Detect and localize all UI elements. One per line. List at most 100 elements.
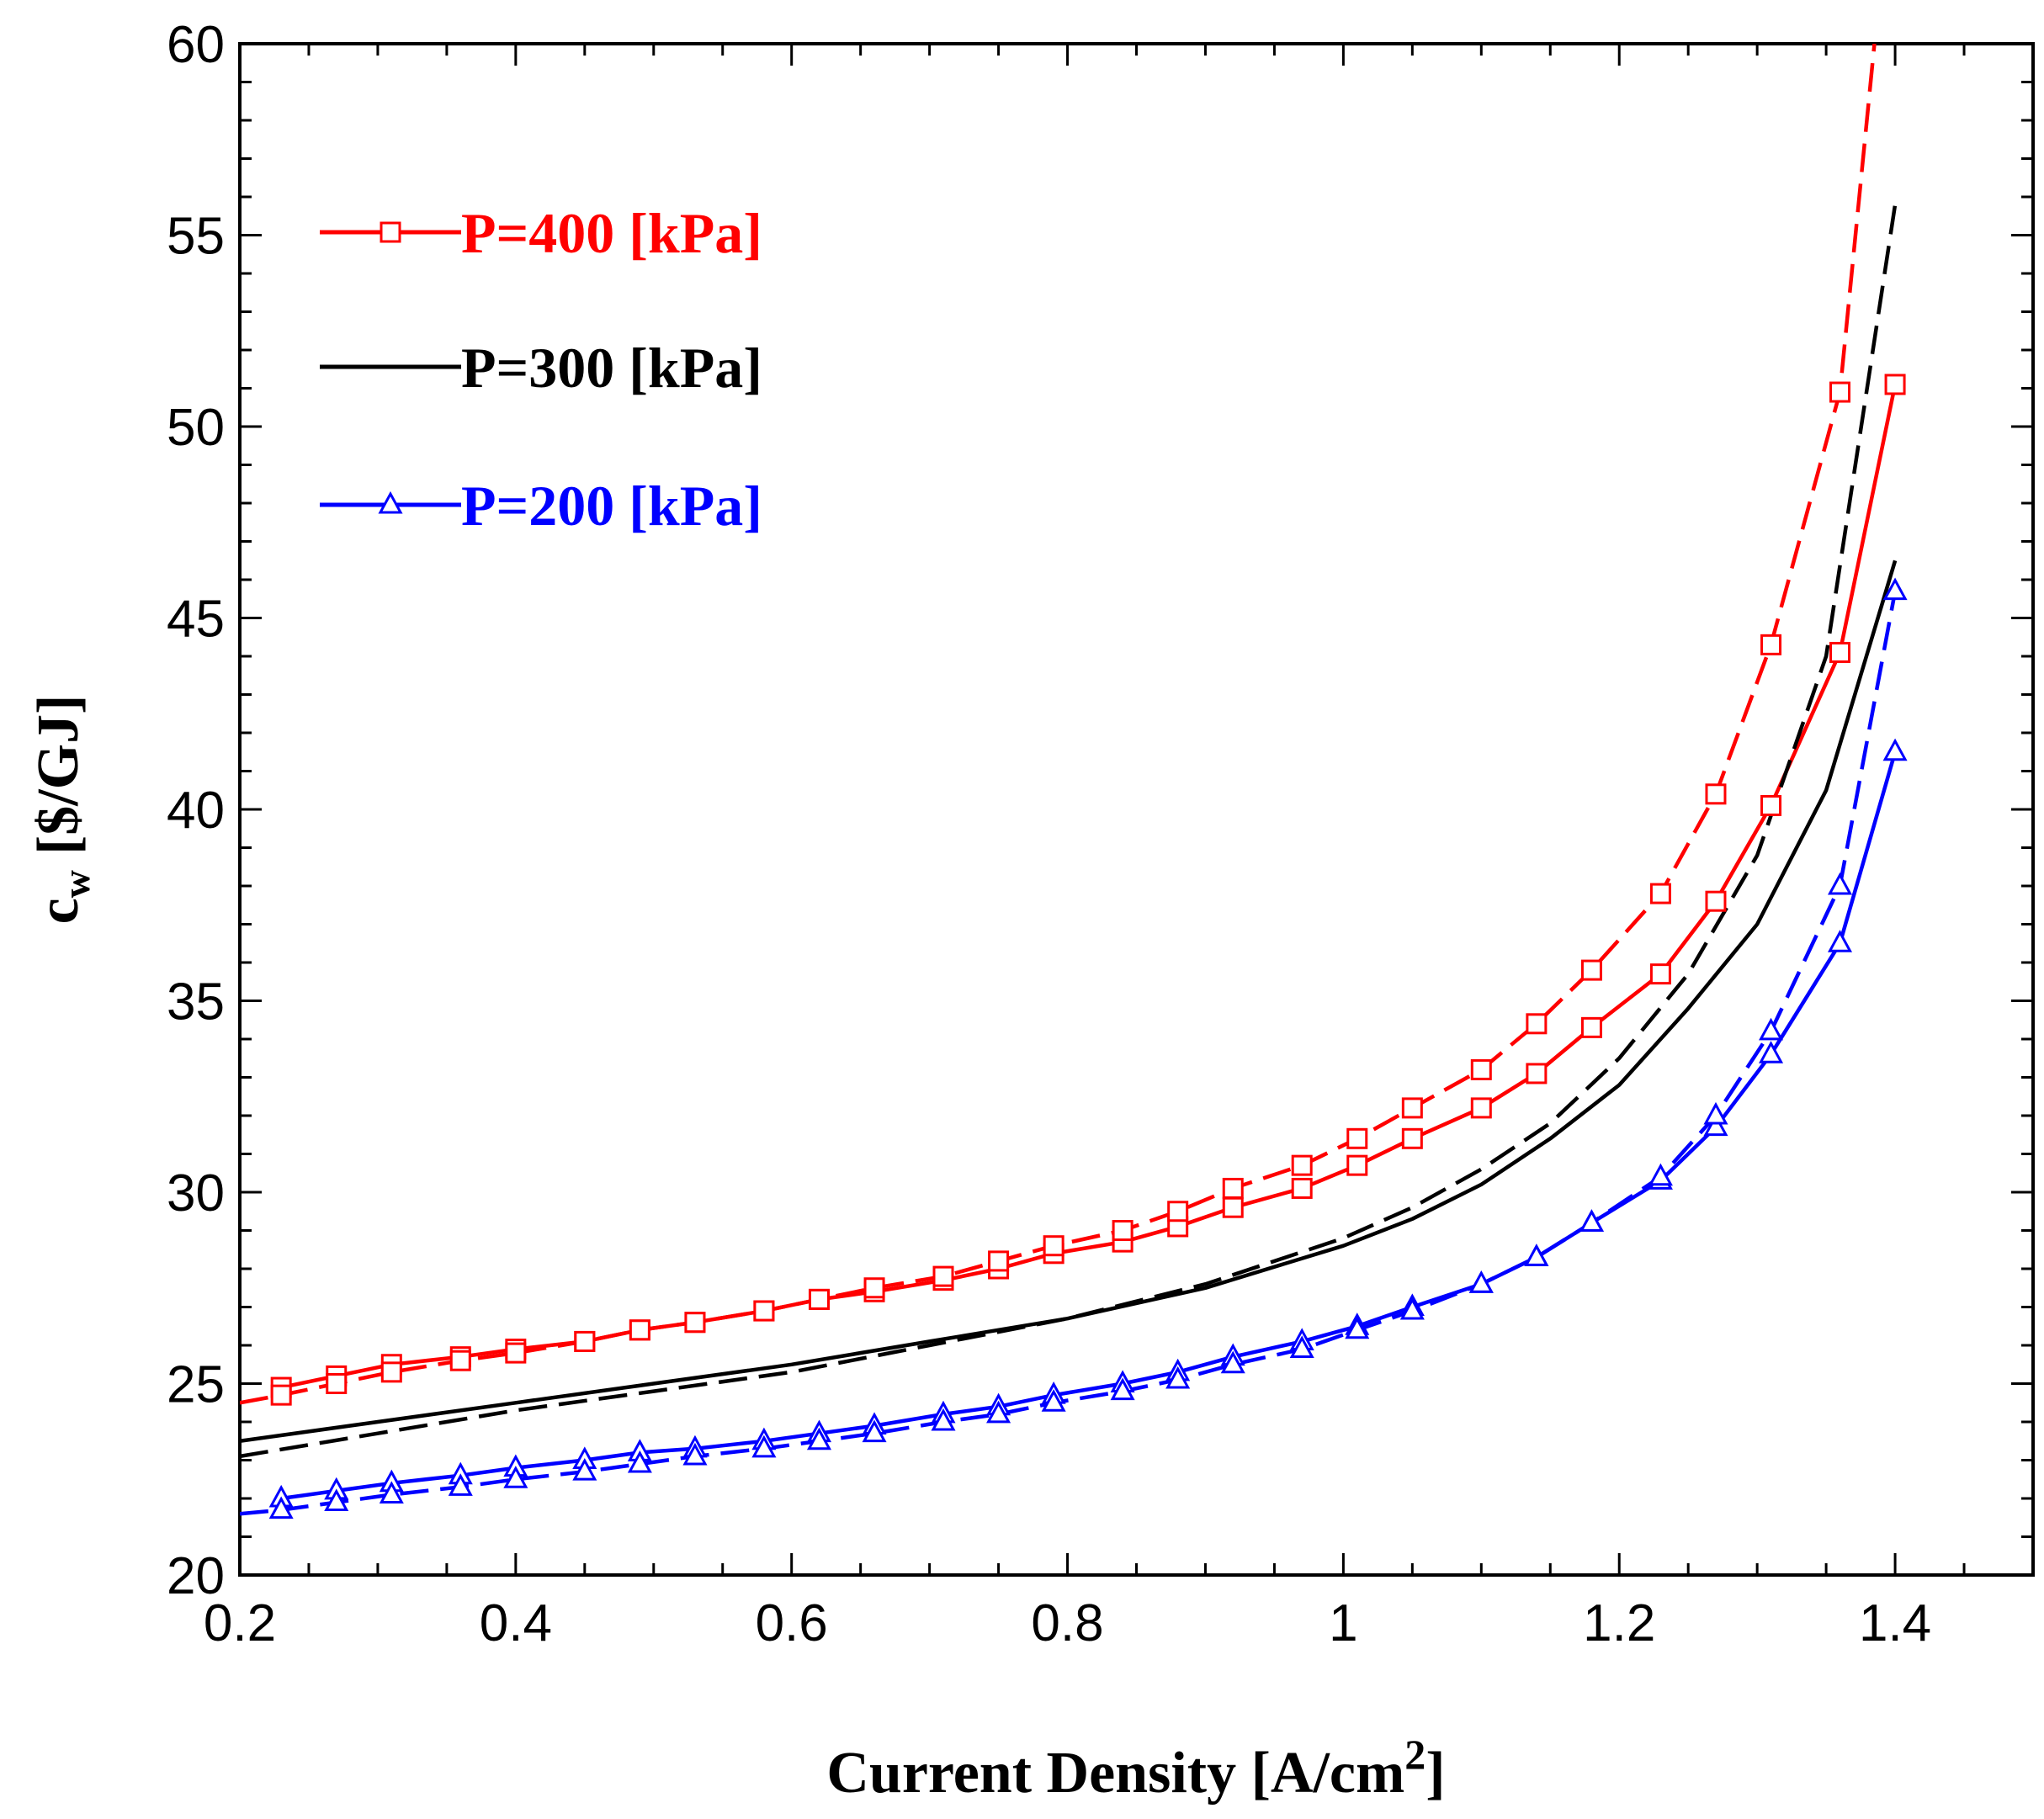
- data-point: [627, 1450, 652, 1473]
- data-point: [1399, 1297, 1425, 1320]
- data-point: [1649, 883, 1671, 904]
- data-point: [1882, 577, 1908, 601]
- data-point: [326, 1373, 348, 1394]
- legend-marker: [380, 221, 401, 243]
- y-axis-title: cw [$/GJ]: [26, 695, 98, 925]
- data-point: [1291, 1154, 1313, 1176]
- y-tick-label: 20: [167, 1547, 225, 1605]
- y-tick-label: 55: [167, 208, 225, 266]
- data-point: [324, 1488, 349, 1512]
- data-point: [1649, 963, 1671, 985]
- data-point: [574, 1330, 596, 1352]
- data-point: [1526, 1063, 1548, 1085]
- data-point: [931, 1408, 956, 1431]
- legend-label: P=400 [kPa]: [461, 201, 762, 265]
- data-point: [1827, 872, 1853, 895]
- y-axis-title-sub: w: [55, 870, 98, 898]
- legend-label: P=200 [kPa]: [461, 474, 762, 538]
- y-tick-label: 25: [167, 1356, 225, 1414]
- data-point: [1705, 783, 1727, 805]
- data-point: [1220, 1350, 1245, 1374]
- x-tick-label: 1.4: [1859, 1594, 1931, 1652]
- x-axis-title-sup: 2: [1404, 1731, 1425, 1778]
- data-point: [1401, 1127, 1423, 1149]
- data-point: [1760, 634, 1782, 655]
- legend-label: P=300 [kPa]: [461, 336, 762, 400]
- data-point: [1289, 1335, 1314, 1359]
- data-point: [862, 1419, 887, 1443]
- data-point: [1291, 1177, 1313, 1199]
- axis-tick-labels: 0.2 0.4 0.6 0.8 1 1.2 1.4 20 25 30 35 40 45 50 55 60: [167, 16, 1931, 1652]
- data-point: [1884, 374, 1906, 395]
- data-point: [1759, 1041, 1784, 1063]
- data-point: [268, 1496, 294, 1519]
- data-point: [1705, 890, 1727, 912]
- data-point: [572, 1458, 597, 1481]
- y-tick-label: 60: [167, 16, 225, 74]
- x-tick-label: 0.6: [756, 1594, 828, 1652]
- data-point: [753, 1300, 775, 1322]
- data-point: [986, 1400, 1011, 1424]
- y-axis-title-main: c: [26, 898, 91, 924]
- data-point: [503, 1466, 528, 1488]
- x-axis-title-close: ]: [1425, 1741, 1445, 1806]
- y-tick-label: 50: [167, 399, 225, 457]
- data-point: [1112, 1220, 1133, 1241]
- x-tick-label: 0.2: [204, 1594, 276, 1652]
- series-line-3: [240, 204, 1898, 1459]
- data-point: [1043, 1235, 1064, 1257]
- data-point: [1703, 1113, 1728, 1137]
- data-point: [682, 1442, 708, 1466]
- series-line-2: [240, 559, 1898, 1444]
- axis-ticks: [238, 42, 2035, 1577]
- x-tick-label: 0.8: [1031, 1594, 1103, 1652]
- data-point: [379, 1481, 404, 1503]
- data-point: [684, 1312, 706, 1334]
- data-point: [1222, 1196, 1244, 1218]
- data-point: [1829, 641, 1851, 663]
- data-point: [932, 1265, 954, 1287]
- data-point: [806, 1427, 832, 1450]
- x-tick-label: 1.2: [1583, 1594, 1655, 1652]
- data-point: [1580, 959, 1602, 981]
- data-point: [1222, 1177, 1244, 1199]
- data-point: [1470, 1097, 1492, 1119]
- data-point: [629, 1319, 650, 1341]
- y-tick-label: 30: [167, 1164, 225, 1222]
- data-point: [1760, 794, 1782, 816]
- data-point: [1703, 1101, 1728, 1125]
- x-tick-label: 0.4: [480, 1594, 552, 1652]
- data-point: [1346, 1127, 1368, 1149]
- data-point: [808, 1288, 830, 1310]
- data-point: [505, 1342, 527, 1364]
- data-point: [1882, 738, 1908, 761]
- data-point: [448, 1473, 473, 1496]
- y-axis-title-unit: [$/GJ]: [26, 695, 91, 856]
- data-point: [1759, 1017, 1784, 1041]
- data-point: [1526, 1013, 1548, 1035]
- data-point: [1580, 1016, 1602, 1038]
- data-point: [751, 1435, 777, 1458]
- data-point: [1827, 930, 1853, 952]
- data-point: [1524, 1244, 1549, 1266]
- markers-group: [268, 374, 1908, 1519]
- data-point: [380, 1361, 402, 1383]
- y-tick-label: 45: [167, 591, 225, 649]
- data-point: [1346, 1154, 1368, 1176]
- data-point: [449, 1350, 471, 1371]
- x-axis-title: Current Density [A/cm2]: [826, 1731, 1445, 1806]
- data-point: [1041, 1389, 1066, 1412]
- data-point: [1470, 1058, 1492, 1080]
- data-point: [1110, 1377, 1135, 1401]
- x-tick-label: 1: [1329, 1594, 1357, 1652]
- data-point: [1648, 1163, 1673, 1186]
- x-axis-title-main: Current Density [A/cm: [826, 1741, 1404, 1806]
- series-line-0: [280, 384, 1898, 1390]
- data-point: [1401, 1097, 1423, 1119]
- y-tick-label: 35: [167, 973, 225, 1031]
- data-point: [1165, 1366, 1191, 1389]
- legend-marker: [378, 491, 403, 514]
- data-point: [1167, 1201, 1189, 1222]
- data-point: [863, 1277, 885, 1299]
